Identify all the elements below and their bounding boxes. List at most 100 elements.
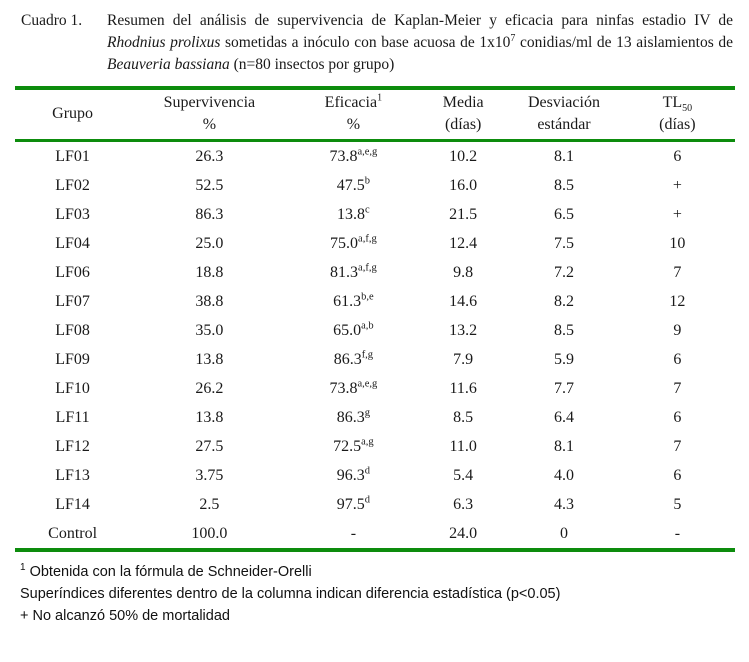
cell-value: 86.3 bbox=[333, 350, 362, 368]
statistical-group-superscript: a,e,g bbox=[357, 146, 378, 158]
cell-value: 8.5 bbox=[553, 176, 574, 194]
cell-value: 11.6 bbox=[449, 379, 477, 397]
cell-eficacia: 13.8c bbox=[289, 200, 419, 229]
cell-value: 16.0 bbox=[449, 176, 478, 194]
table-body: LF01 26.3 73.8a,e,g 10.2 8.1 6 LF02 52.5 47.5b 16… bbox=[15, 140, 735, 550]
header-line2: (días) bbox=[659, 116, 696, 134]
cell-value: 27.5 bbox=[195, 437, 224, 455]
header-line1: Eficacia1 bbox=[289, 92, 419, 114]
cell-value: 26.3 bbox=[195, 147, 224, 165]
cell-value: 6.5 bbox=[553, 205, 574, 223]
cell-value: 61.3 bbox=[333, 292, 362, 310]
cell-value: 9.8 bbox=[453, 263, 474, 281]
cell-tl50: + bbox=[620, 171, 735, 200]
cell-desviacion: 8.1 bbox=[508, 140, 620, 171]
cell-tl50: 12 bbox=[620, 287, 735, 316]
cell-value: 73.8 bbox=[329, 147, 358, 165]
table-row: LF10 26.2 73.8a,e,g 11.6 7.7 7 bbox=[15, 374, 735, 403]
cell-value: 18.8 bbox=[195, 263, 224, 281]
cell-value: 6 bbox=[673, 466, 682, 484]
cell-value: 2.5 bbox=[199, 495, 220, 513]
footnote-text: Obtenida con la fórmula de Schneider-Ore… bbox=[25, 563, 312, 580]
cell-grupo: LF10 bbox=[15, 374, 130, 403]
caption-text: Resumen del análisis de supervivencia de… bbox=[107, 10, 733, 76]
table-row: LF07 38.8 61.3b,e 14.6 8.2 12 bbox=[15, 287, 735, 316]
cell-desviacion: 8.2 bbox=[508, 287, 620, 316]
cell-tl50: 6 bbox=[620, 403, 735, 432]
table-row: LF01 26.3 73.8a,e,g 10.2 8.1 6 bbox=[15, 140, 735, 171]
cell-value: 73.8 bbox=[329, 379, 358, 397]
cell-eficacia: 81.3a,f,g bbox=[289, 258, 419, 287]
statistical-group-superscript: c bbox=[365, 204, 370, 216]
table-row: LF04 25.0 75.0a,f,g 12.4 7.5 10 bbox=[15, 229, 735, 258]
cell-value: 13.8 bbox=[195, 408, 224, 426]
cell-tl50: 10 bbox=[620, 229, 735, 258]
cell-value: 4.3 bbox=[553, 495, 574, 513]
cell-value: 8.2 bbox=[553, 292, 574, 310]
cell-desviacion: 8.5 bbox=[508, 171, 620, 200]
cell-value: 11.0 bbox=[449, 437, 477, 455]
table-caption: Cuadro 1. Resumen del análisis de superv… bbox=[0, 10, 749, 76]
cell-supervivencia: 3.75 bbox=[130, 461, 288, 490]
cell-eficacia: 86.3g bbox=[289, 403, 419, 432]
cell-value: 47.5 bbox=[336, 176, 365, 194]
header-line1: Media bbox=[418, 92, 508, 114]
cell-value: 4.0 bbox=[553, 466, 574, 484]
table-row: Control 100.0 - 24.0 0 - bbox=[15, 519, 735, 550]
cell-eficacia: 47.5b bbox=[289, 171, 419, 200]
cell-desviacion: 7.7 bbox=[508, 374, 620, 403]
header-line2: (días) bbox=[444, 116, 482, 134]
table-row: LF06 18.8 81.3a,f,g 9.8 7.2 7 bbox=[15, 258, 735, 287]
cell-desviacion: 6.5 bbox=[508, 200, 620, 229]
cell-value: 5 bbox=[673, 495, 682, 513]
column-header-media: Media (días) bbox=[418, 88, 508, 140]
cell-value: LF01 bbox=[55, 147, 90, 165]
cell-value: LF06 bbox=[55, 263, 90, 281]
cell-supervivencia: 26.2 bbox=[130, 374, 288, 403]
cell-value: 35.0 bbox=[195, 321, 224, 339]
cell-value: 7 bbox=[673, 263, 682, 281]
header-label: Grupo bbox=[52, 105, 94, 123]
table-footnotes: 1 Obtenida con la fórmula de Schneider-O… bbox=[20, 561, 733, 627]
table-row: LF12 27.5 72.5a,g 11.0 8.1 7 bbox=[15, 432, 735, 461]
footnote-superscript: 1 bbox=[20, 561, 26, 573]
cell-grupo: LF02 bbox=[15, 171, 130, 200]
cell-grupo: LF12 bbox=[15, 432, 130, 461]
column-header-tl50: TL50 (días) bbox=[620, 88, 735, 140]
cell-value: - bbox=[350, 524, 357, 542]
cell-desviacion: 0 bbox=[508, 519, 620, 550]
cell-grupo: LF11 bbox=[15, 403, 130, 432]
cell-value: - bbox=[674, 524, 681, 542]
cell-value: LF08 bbox=[55, 321, 90, 339]
statistical-group-superscript: a,f,g bbox=[358, 233, 377, 245]
header-label: Eficacia bbox=[324, 94, 378, 112]
caption-segment: (n=80 insectos por grupo) bbox=[229, 56, 395, 73]
cell-value: 8.5 bbox=[453, 408, 474, 426]
cell-tl50: 7 bbox=[620, 432, 735, 461]
cell-value: 6.4 bbox=[553, 408, 574, 426]
cell-value: 13.8 bbox=[337, 205, 366, 223]
cell-eficacia: 72.5a,g bbox=[289, 432, 419, 461]
header-label: Desviación bbox=[527, 94, 600, 112]
statistical-group-superscript: b bbox=[364, 175, 370, 187]
cell-value: 7.5 bbox=[553, 234, 574, 252]
cell-media: 13.2 bbox=[418, 316, 508, 345]
cell-media: 10.2 bbox=[418, 140, 508, 171]
header-label: Supervivencia bbox=[163, 94, 256, 112]
cell-value: 5.9 bbox=[553, 350, 574, 368]
cell-value: 7 bbox=[673, 379, 682, 397]
cell-value: 65.0 bbox=[333, 321, 362, 339]
cell-value: 38.8 bbox=[195, 292, 224, 310]
statistical-group-superscript: g bbox=[364, 407, 370, 419]
caption-label: Cuadro 1. bbox=[21, 12, 83, 29]
cell-value: 6 bbox=[673, 350, 682, 368]
header-row: Grupo Supervivencia% Eficacia1% Media (días)… bbox=[15, 88, 735, 140]
cell-eficacia: - bbox=[289, 519, 419, 550]
cell-desviacion: 8.5 bbox=[508, 316, 620, 345]
cell-value: 10.2 bbox=[449, 147, 478, 165]
kaplan-meier-table: Grupo Supervivencia% Eficacia1% Media (días)… bbox=[15, 86, 735, 552]
cell-eficacia: 86.3f,g bbox=[289, 345, 419, 374]
table-row: LF09 13.8 86.3f,g 7.9 5.9 6 bbox=[15, 345, 735, 374]
header-label: TL bbox=[662, 94, 683, 112]
cell-eficacia: 65.0a,b bbox=[289, 316, 419, 345]
